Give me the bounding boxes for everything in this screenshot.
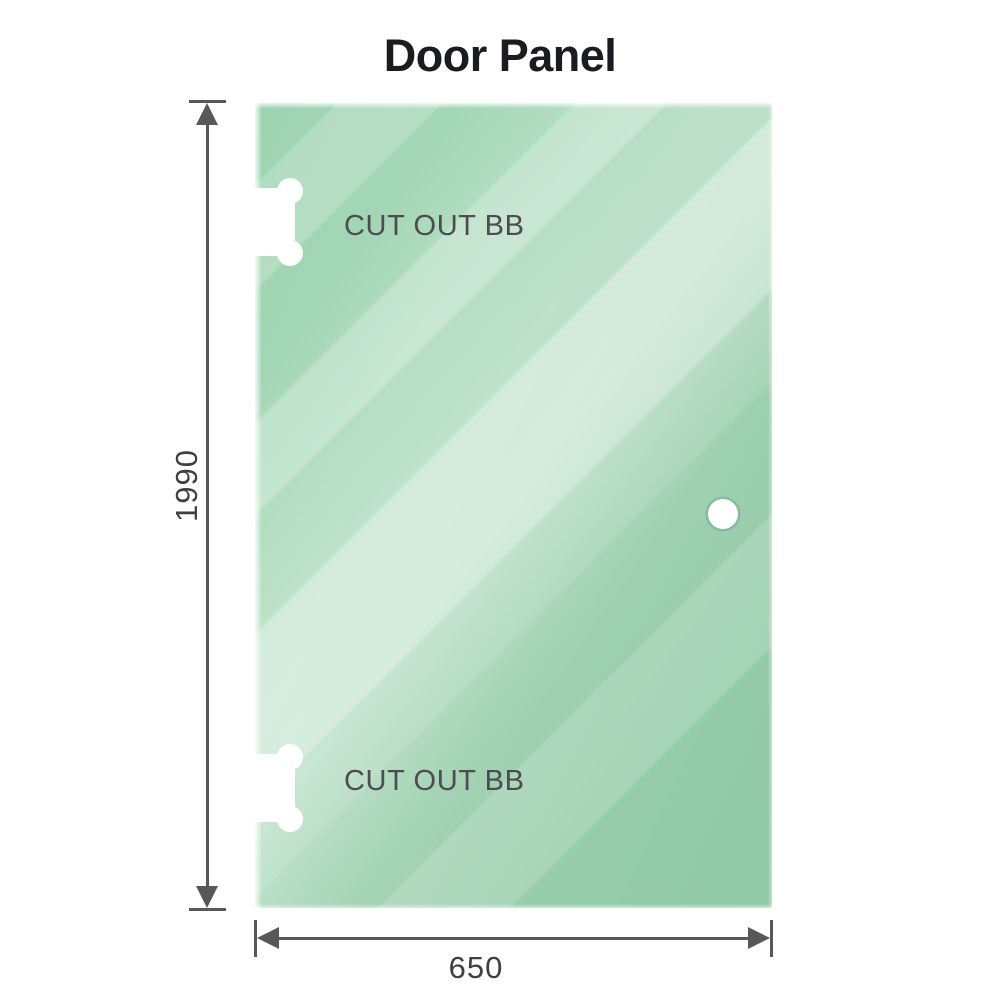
width-dimension-label: 650	[448, 950, 504, 985]
height-dimension-line	[206, 112, 209, 900]
height-extension-line-bottom	[189, 908, 226, 911]
cutout-upper-label: CUT OUT BB	[344, 210, 525, 242]
page-title: Door Panel	[383, 30, 617, 81]
cutout-upper-knob-top	[277, 178, 303, 204]
height-arrow-up-icon	[196, 103, 218, 125]
cutout-lower-stem	[277, 757, 291, 819]
width-arrow-left-icon	[257, 927, 279, 949]
cutout-lower-label: CUT OUT BB	[344, 765, 525, 797]
cutout-upper-stem	[277, 191, 291, 253]
handle-drill-hole	[708, 499, 738, 529]
glass-surface	[255, 103, 772, 908]
cutout-upper	[253, 178, 303, 266]
height-dimension-label: 1990	[168, 449, 204, 522]
cutout-lower-knob-top	[277, 744, 303, 770]
width-dimension-label-wrap: 650	[0, 952, 1000, 983]
height-extension-line-top	[189, 100, 226, 103]
width-extension-line-left	[254, 920, 257, 957]
width-arrow-right-icon	[748, 927, 770, 949]
height-arrow-down-icon	[196, 886, 218, 908]
width-extension-line-right	[770, 920, 773, 957]
cutout-lower	[253, 744, 303, 832]
cutout-lower-knob-bottom	[277, 806, 303, 832]
width-dimension-line	[268, 937, 760, 940]
cutout-upper-knob-bottom	[277, 240, 303, 266]
